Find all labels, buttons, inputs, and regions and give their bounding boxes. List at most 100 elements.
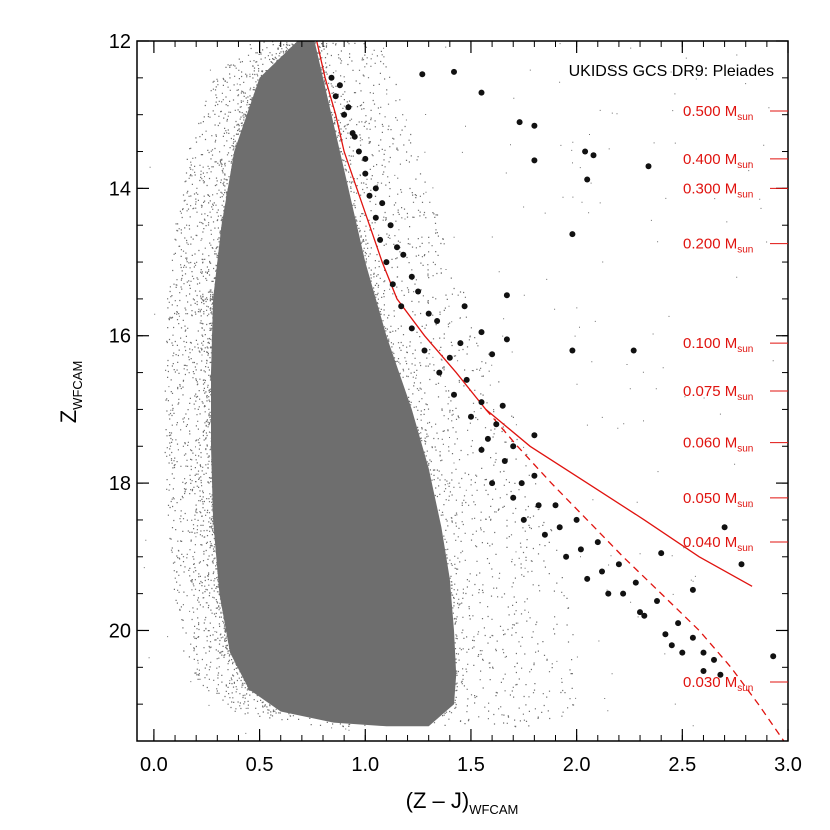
axis-ticks: 0.0 0.5 1.0 1.5 2.0 2.5 3.0 12 14 16 18 20	[109, 31, 802, 776]
x-tick-label: 0.5	[246, 754, 274, 776]
member-point	[668, 642, 675, 649]
y-axis-label: ZWFCAM	[56, 361, 85, 424]
member-point	[770, 653, 777, 660]
member-point	[501, 458, 508, 464]
member-point	[531, 432, 538, 439]
y-tick-label: 18	[109, 473, 131, 495]
member-point	[408, 325, 415, 332]
member-point	[398, 303, 405, 310]
mass-label: 0.500 Msun	[683, 103, 753, 123]
member-point	[641, 612, 648, 619]
member-point	[383, 259, 390, 266]
member-point	[394, 244, 400, 251]
member-point	[377, 236, 384, 243]
member-point	[389, 281, 396, 288]
member-point	[599, 568, 605, 575]
member-point	[637, 609, 643, 616]
member-point	[451, 68, 457, 75]
member-point	[463, 376, 470, 383]
member-point	[421, 347, 428, 354]
x-tick-label: 0.0	[140, 754, 168, 776]
member-point	[355, 148, 362, 155]
isochrone-solid	[316, 41, 753, 587]
member-point	[518, 480, 525, 487]
member-point	[468, 413, 474, 420]
member-point	[615, 561, 622, 568]
member-point	[630, 347, 637, 354]
mass-label: 0.400 Msun	[683, 151, 753, 171]
member-point	[408, 273, 415, 280]
x-tick-label: 1.0	[351, 754, 379, 776]
member-point	[366, 192, 373, 199]
member-point	[645, 163, 652, 170]
field-star-region	[211, 41, 457, 727]
member-point	[478, 329, 485, 336]
member-point	[662, 631, 669, 638]
member-point	[372, 185, 379, 192]
member-point	[419, 71, 426, 78]
isochrone-dashed	[485, 408, 785, 741]
member-point	[738, 561, 745, 568]
member-point	[328, 74, 335, 81]
member-point	[632, 579, 639, 586]
member-point	[516, 119, 523, 126]
mass-label: 0.100 Msun	[683, 335, 753, 355]
member-point	[582, 148, 589, 155]
member-point	[461, 303, 468, 310]
member-point	[415, 288, 422, 295]
member-point	[584, 575, 591, 582]
member-point	[605, 590, 612, 597]
x-tick-label: 2.5	[668, 754, 696, 776]
member-point	[436, 369, 443, 376]
member-point	[379, 200, 386, 207]
member-point	[510, 443, 517, 450]
member-point	[478, 399, 485, 406]
y-tick-label: 20	[109, 620, 131, 642]
member-point	[531, 122, 538, 129]
member-point	[577, 546, 584, 553]
x-tick-label: 1.5	[457, 754, 485, 776]
mass-label: 0.040 Msun	[683, 534, 753, 554]
member-point	[345, 104, 352, 111]
member-point	[563, 553, 570, 560]
member-point	[478, 89, 485, 96]
member-point	[336, 82, 343, 89]
member-point	[531, 472, 538, 479]
member-point	[372, 214, 379, 221]
member-point	[510, 494, 517, 501]
member-point	[654, 598, 660, 604]
member-point	[700, 649, 707, 656]
member-point	[351, 133, 358, 140]
member-point	[503, 336, 510, 343]
y-tick-label: 14	[109, 178, 131, 200]
mass-label: 0.300 Msun	[683, 180, 753, 200]
chart-title: UKIDSS GCS DR9: Pleiades	[569, 63, 774, 80]
mass-label: 0.075 Msun	[683, 383, 753, 403]
isochrone-layer	[316, 41, 785, 741]
member-point	[594, 539, 601, 546]
field-star-scatter	[143, 41, 774, 734]
mass-label: 0.200 Msun	[683, 236, 753, 256]
member-point	[362, 170, 369, 177]
member-point	[400, 251, 407, 258]
member-point	[679, 649, 686, 656]
member-point	[675, 620, 682, 627]
member-point	[541, 531, 548, 538]
member-point	[362, 155, 369, 162]
member-point	[584, 176, 591, 183]
x-tick-label: 3.0	[774, 754, 802, 776]
member-point	[478, 446, 485, 453]
mass-labels: 0.500 Msun 0.400 Msun 0.300 Msun 0.200 Msun…	[683, 103, 788, 694]
x-axis-label: (Z – J)WFCAM	[406, 788, 519, 817]
y-tick-label: 16	[109, 326, 131, 348]
member-point	[332, 93, 339, 100]
member-point	[658, 550, 665, 557]
mass-label: 0.060 Msun	[683, 435, 753, 455]
member-point	[503, 292, 510, 299]
member-point	[499, 402, 506, 409]
member-point	[711, 656, 717, 663]
member-point	[700, 668, 707, 674]
member-point	[341, 111, 348, 118]
member-point	[451, 391, 457, 398]
